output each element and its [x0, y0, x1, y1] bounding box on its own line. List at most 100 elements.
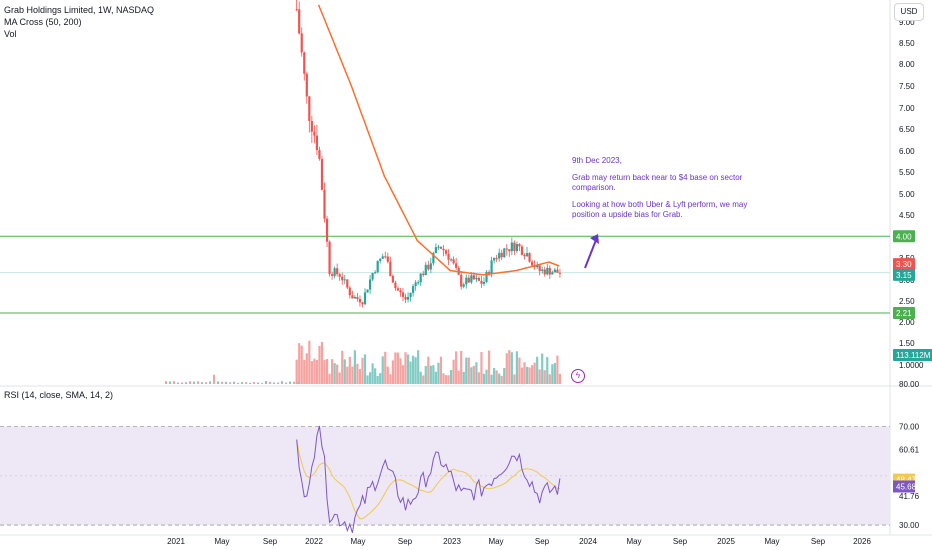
candle-body[interactable]: [341, 276, 344, 281]
candle-body[interactable]: [538, 265, 541, 271]
candle-body[interactable]: [434, 247, 437, 253]
rsi-indicator-label[interactable]: RSI (14, close, SMA, 14, 2): [4, 390, 114, 400]
candle-body[interactable]: [470, 275, 473, 283]
candle-body[interactable]: [368, 279, 372, 290]
candle-body[interactable]: [343, 279, 346, 281]
candle-body[interactable]: [541, 269, 544, 271]
candle-body[interactable]: [449, 259, 453, 261]
candle-body[interactable]: [460, 274, 463, 287]
candle-body[interactable]: [543, 269, 546, 275]
candle-body[interactable]: [493, 258, 496, 261]
candle-body[interactable]: [404, 296, 407, 300]
candle-body[interactable]: [371, 272, 374, 280]
candle-body[interactable]: [442, 248, 445, 251]
candle-body[interactable]: [487, 271, 491, 274]
candle-body[interactable]: [475, 277, 478, 280]
candle-body[interactable]: [422, 273, 425, 276]
candle-body[interactable]: [556, 269, 559, 273]
candle-body[interactable]: [406, 296, 410, 300]
symbol-title[interactable]: Grab Holdings Limited, 1W, NASDAQ: [4, 5, 155, 15]
candle-body[interactable]: [374, 272, 377, 274]
rsi-line[interactable]: [296, 425, 561, 533]
candle-body[interactable]: [498, 252, 501, 259]
upside-arrow[interactable]: [584, 239, 597, 269]
candle-body[interactable]: [548, 267, 551, 275]
candle-body[interactable]: [508, 249, 511, 252]
candle-body[interactable]: [399, 290, 402, 293]
candle-body[interactable]: [513, 242, 516, 251]
candle-body[interactable]: [356, 296, 359, 299]
candle-body[interactable]: [480, 280, 483, 284]
candle-body[interactable]: [467, 277, 470, 283]
candle-body[interactable]: [300, 33, 303, 53]
candle-body[interactable]: [308, 96, 311, 121]
candle-body[interactable]: [429, 263, 432, 270]
candle-body[interactable]: [482, 281, 486, 284]
candle-body[interactable]: [500, 252, 503, 258]
candle-body[interactable]: [386, 256, 389, 262]
candle-body[interactable]: [333, 268, 336, 276]
candle-body[interactable]: [417, 282, 420, 284]
candle-body[interactable]: [439, 246, 443, 249]
candle-body[interactable]: [551, 272, 554, 275]
candle-body[interactable]: [546, 267, 549, 275]
candle-body[interactable]: [318, 150, 321, 159]
candle-body[interactable]: [465, 277, 468, 285]
candle-body[interactable]: [477, 277, 481, 281]
currency-button[interactable]: USD: [894, 3, 924, 21]
candle-body[interactable]: [437, 246, 440, 248]
candle-body[interactable]: [310, 120, 313, 132]
candle-body[interactable]: [313, 131, 316, 136]
candle-body[interactable]: [336, 268, 339, 275]
candle-body[interactable]: [346, 279, 349, 288]
candle-body[interactable]: [295, 9, 298, 11]
candle-body[interactable]: [338, 274, 341, 277]
candle-body[interactable]: [427, 264, 430, 270]
candle-body[interactable]: [495, 258, 498, 260]
candle-body[interactable]: [528, 253, 531, 262]
candle-body[interactable]: [328, 241, 331, 275]
candle-body[interactable]: [315, 135, 319, 151]
candle-body[interactable]: [412, 286, 415, 293]
candle-body[interactable]: [391, 275, 394, 283]
candle-body[interactable]: [325, 218, 329, 242]
candle-body[interactable]: [432, 252, 435, 264]
candle-body[interactable]: [520, 246, 524, 255]
candle-body[interactable]: [424, 264, 427, 276]
candle-body[interactable]: [361, 302, 364, 305]
candle-body[interactable]: [472, 275, 475, 280]
candle-body[interactable]: [530, 261, 534, 266]
candle-body[interactable]: [394, 282, 397, 289]
candle-body[interactable]: [376, 261, 379, 273]
candle-body[interactable]: [444, 250, 448, 254]
candle-body[interactable]: [503, 248, 506, 258]
candle-body[interactable]: [396, 288, 400, 291]
candle-body[interactable]: [518, 244, 521, 247]
candle-body[interactable]: [366, 289, 369, 293]
candle-body[interactable]: [447, 253, 450, 260]
candle-body[interactable]: [455, 263, 458, 268]
ma-indicator-label[interactable]: MA Cross (50, 200): [4, 17, 82, 27]
moving-average-line[interactable]: [317, 4, 560, 276]
candle-body[interactable]: [381, 256, 384, 259]
candle-body[interactable]: [525, 253, 529, 257]
candle-body[interactable]: [401, 292, 405, 297]
candle-body[interactable]: [414, 282, 417, 287]
flash-icon[interactable]: ϟ: [571, 369, 585, 383]
candle-body[interactable]: [419, 273, 422, 283]
candle-body[interactable]: [553, 269, 556, 273]
candle-body[interactable]: [490, 260, 493, 274]
candle-body[interactable]: [452, 259, 455, 264]
candle-body[interactable]: [523, 254, 526, 257]
candle-body[interactable]: [510, 242, 513, 252]
rsi-ma-line[interactable]: [296, 439, 560, 520]
candle-body[interactable]: [389, 261, 392, 276]
candle-body[interactable]: [485, 271, 488, 282]
candle-body[interactable]: [515, 244, 519, 251]
candle-body[interactable]: [353, 296, 356, 299]
candle-body[interactable]: [384, 256, 387, 258]
candle-body[interactable]: [379, 258, 382, 262]
candle-body[interactable]: [358, 298, 362, 303]
candle-body[interactable]: [305, 73, 308, 97]
